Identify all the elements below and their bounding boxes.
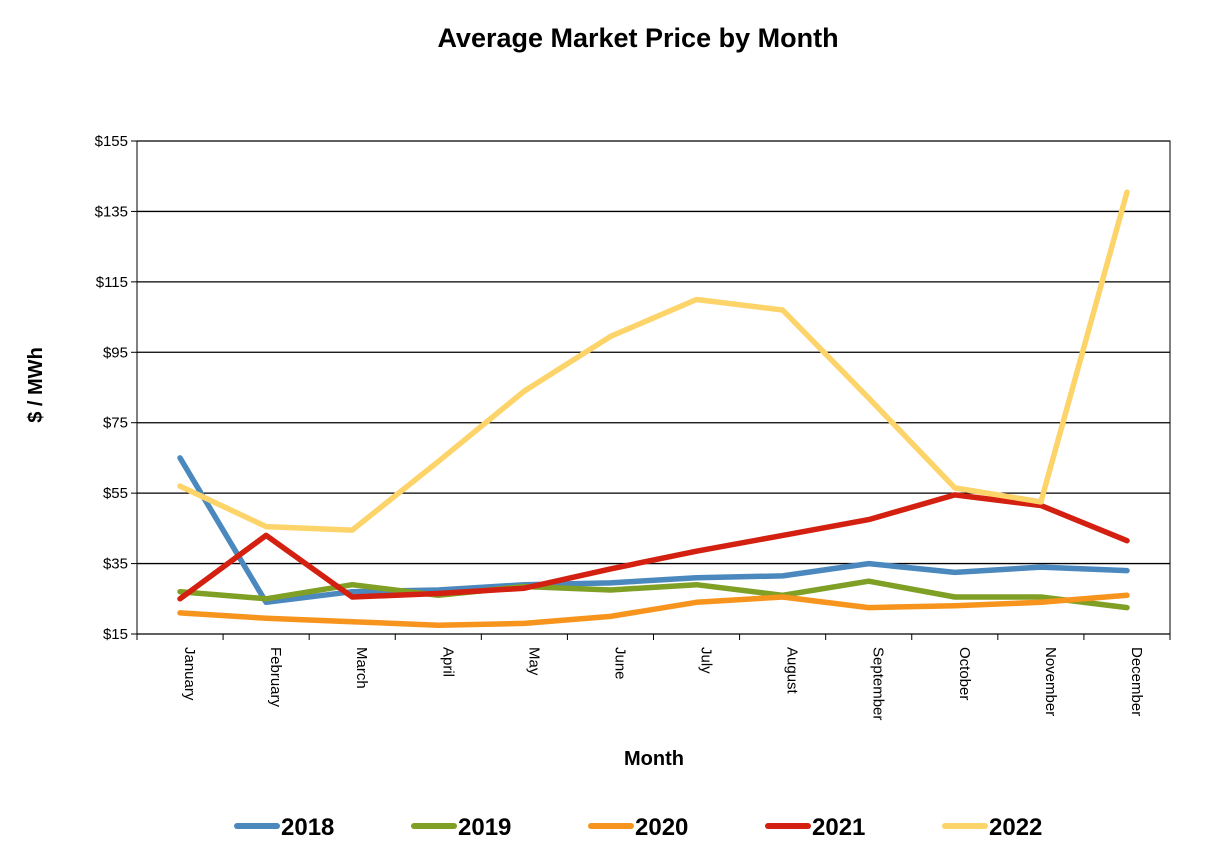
y-axis-ticks: $15 $35 $55 $75 $95 $115 $135 $155 (95, 133, 137, 643)
legend: 2018 2019 2020 2021 2022 (234, 814, 1042, 841)
series-line-2021 (177, 492, 1130, 602)
series-lines (177, 189, 1130, 628)
x-axis-title: Month (624, 748, 684, 770)
legend-label-2022: 2022 (989, 814, 1042, 841)
x-tick-label: July (698, 647, 715, 674)
x-tick-label: November (1042, 647, 1059, 716)
x-tick-label: December (1128, 647, 1145, 716)
x-tick-label: October (956, 647, 973, 700)
legend-label-2019: 2019 (458, 814, 511, 841)
x-tick-label: January (181, 647, 198, 701)
x-tick-label: April (439, 647, 456, 677)
y-tick-label: $55 (103, 485, 128, 502)
y-tick-label: $135 (95, 203, 128, 220)
series-line-2022 (177, 189, 1130, 533)
legend-label-2020: 2020 (635, 814, 688, 841)
x-tick-label: May (525, 647, 542, 676)
y-tick-label: $35 (103, 556, 128, 573)
x-tick-label: March (353, 647, 370, 689)
legend-label-2021: 2021 (812, 814, 865, 841)
x-tick-label: February (267, 647, 284, 708)
x-axis-ticks: January February March April May June July Augu… (136, 634, 1171, 720)
y-tick-label: $115 (96, 274, 128, 291)
series-line-2020 (177, 592, 1130, 628)
y-tick-label: $75 (103, 415, 128, 432)
legend-label-2018: 2018 (281, 814, 334, 841)
series-line-2018 (177, 455, 1130, 606)
x-tick-label: August (784, 647, 801, 695)
y-tick-label: $15 (103, 626, 128, 643)
y-tick-label: $155 (95, 133, 128, 150)
y-axis-title: $ / MWh (25, 347, 47, 423)
chart-title: Average Market Price by Month (437, 23, 838, 53)
x-tick-label: September (870, 647, 887, 720)
y-tick-label: $95 (103, 344, 128, 361)
x-tick-label: June (611, 647, 628, 680)
